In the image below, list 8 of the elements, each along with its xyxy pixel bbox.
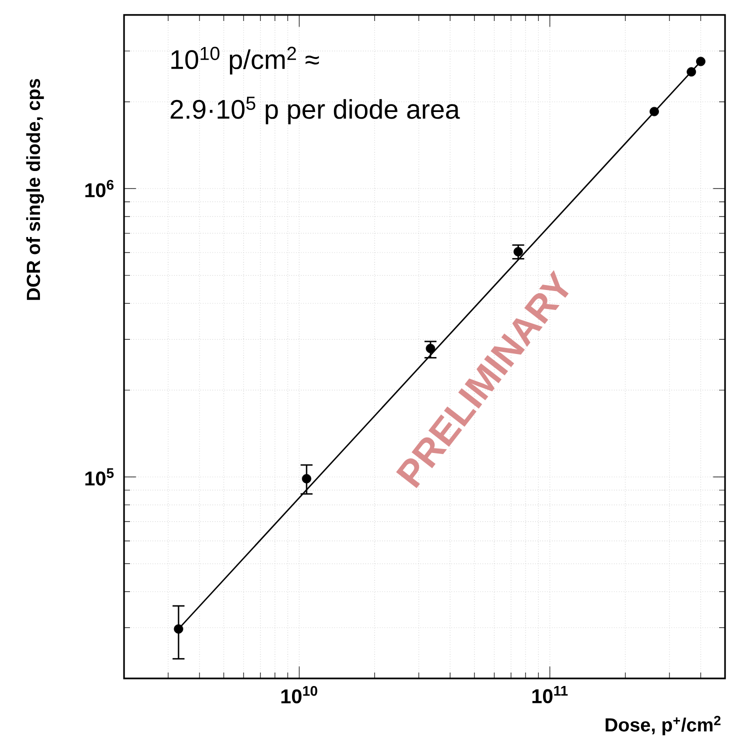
y-tick-label: 10$^{6}$ [85,180,114,198]
annotation: 10$^{10}$ p/cm$^{2}$ ≈ [171,46,319,74]
y-axis-title: DCR of single diode, cps [26,78,44,300]
y-tick-label: 10$^{5}$ [85,468,114,486]
x-tick-label: 10$^{10}$ [281,686,318,704]
x-axis-title: Dose, p$^{+}$/cm$^{2}$ [606,716,720,736]
annotation: 2.9·10$^{5}$ p per diode area [170,96,460,124]
x-tick-label: 10$^{11}$ [532,686,568,704]
